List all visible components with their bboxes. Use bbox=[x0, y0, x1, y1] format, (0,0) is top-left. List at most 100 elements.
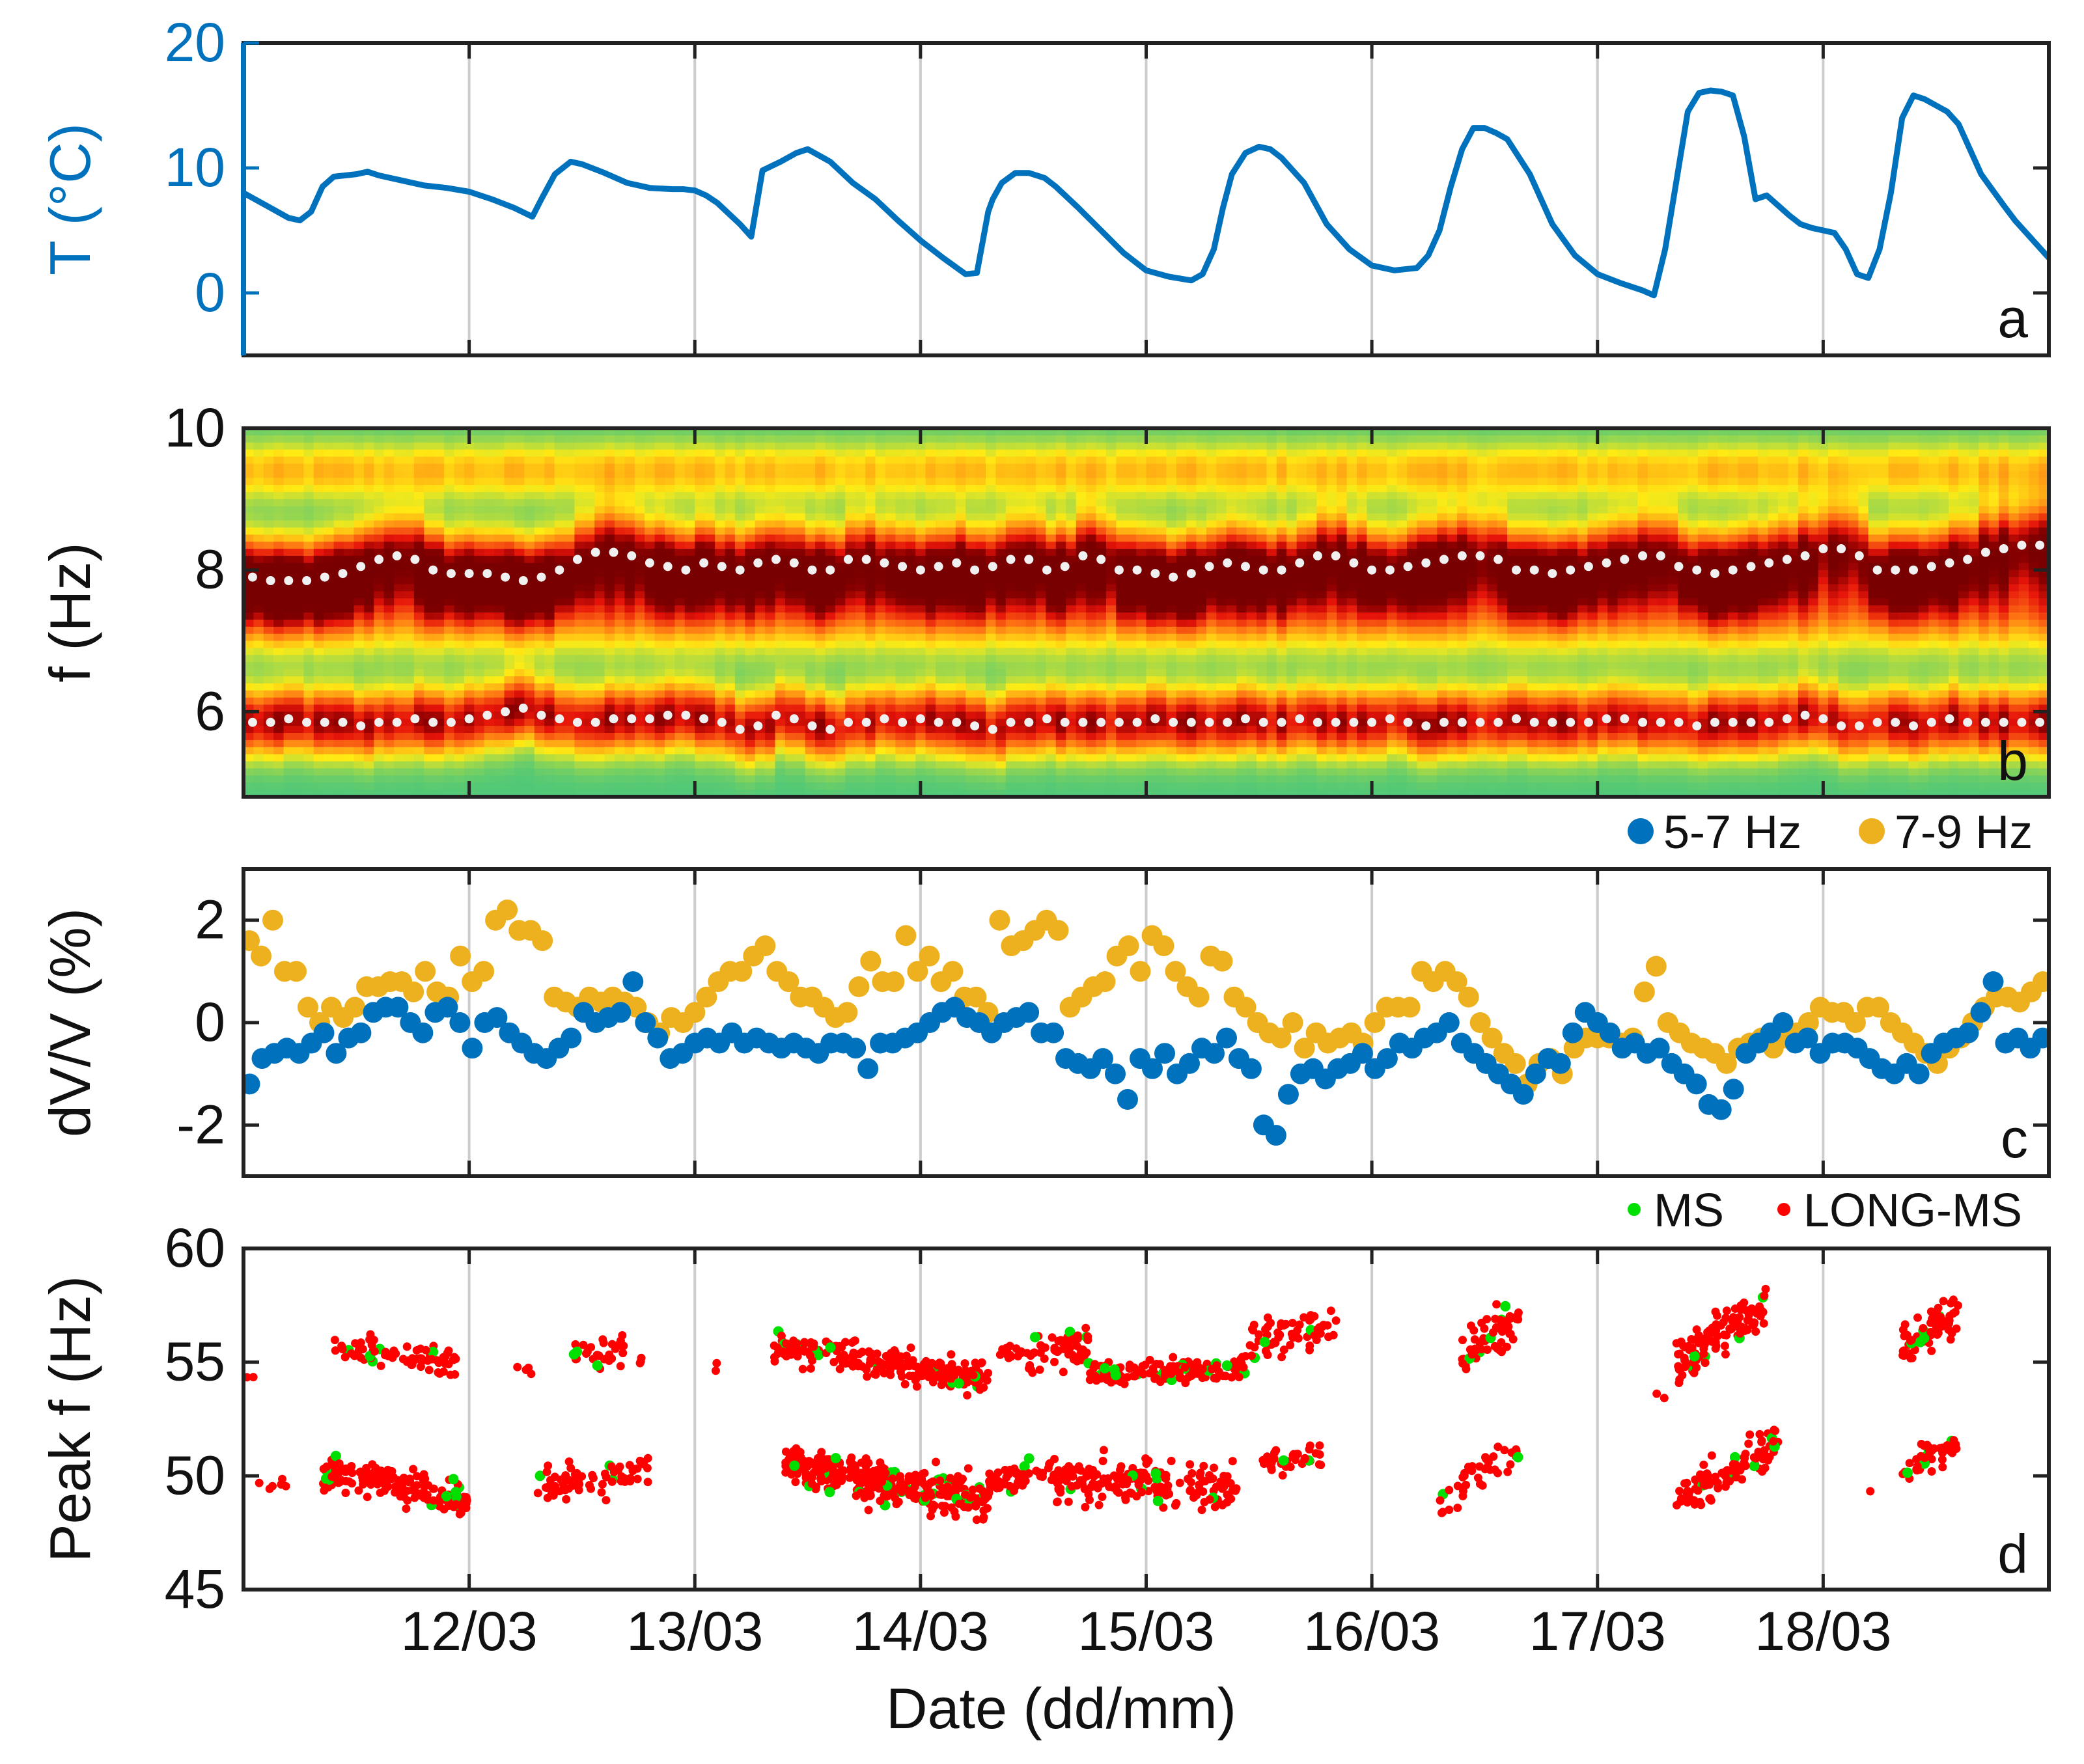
heatmap-cell bbox=[1046, 534, 1057, 543]
heatmap-cell bbox=[464, 605, 475, 613]
heatmap-cell bbox=[333, 676, 344, 684]
heatmap-cell bbox=[574, 478, 585, 486]
heatmap-cell bbox=[695, 570, 706, 578]
heatmap-cell bbox=[354, 775, 365, 784]
heatmap-cell bbox=[755, 549, 766, 557]
heatmap-cell bbox=[755, 513, 766, 521]
heatmap-cell bbox=[1146, 711, 1157, 720]
heatmap-cell bbox=[324, 726, 335, 734]
heatmap-cell bbox=[734, 449, 746, 458]
heatmap-cell bbox=[995, 513, 1007, 521]
heatmap-cell bbox=[845, 761, 856, 769]
heatmap-cell bbox=[1086, 626, 1097, 635]
heatmap-cell bbox=[394, 739, 405, 748]
heatmap-cell bbox=[734, 704, 746, 713]
heatmap-cell bbox=[674, 648, 686, 656]
heatmap-cell bbox=[454, 733, 465, 741]
heatmap-cell bbox=[324, 456, 335, 465]
heatmap-cell bbox=[695, 562, 706, 571]
heatmap-cell bbox=[1016, 697, 1027, 706]
heatmap-cell bbox=[1005, 485, 1017, 493]
heatmap-cell bbox=[1025, 641, 1036, 649]
heatmap-cell bbox=[745, 506, 756, 514]
heatmap-cell bbox=[494, 492, 505, 500]
heatmap-cell bbox=[604, 449, 615, 458]
heatmap-cell bbox=[624, 768, 635, 777]
heatmap-cell bbox=[905, 471, 917, 479]
heatmap-cell bbox=[775, 463, 786, 472]
heatmap-cell bbox=[564, 711, 576, 720]
heatmap-cell bbox=[975, 683, 986, 691]
heatmap-cell bbox=[394, 711, 405, 720]
heatmap-cell bbox=[966, 456, 977, 465]
heatmap-cell bbox=[915, 761, 926, 769]
heatmap-cell bbox=[584, 761, 596, 769]
heatmap-cell bbox=[1156, 485, 1167, 493]
heatmap-cell bbox=[674, 435, 686, 443]
heatmap-cell bbox=[875, 492, 886, 500]
heatmap-cell bbox=[684, 790, 696, 797]
heatmap-cell bbox=[534, 485, 546, 493]
heatmap-cell bbox=[734, 456, 746, 465]
heatmap-cell bbox=[725, 775, 736, 784]
heatmap-cell bbox=[615, 697, 626, 706]
heatmap-cell bbox=[915, 499, 926, 507]
heatmap-cell bbox=[674, 605, 686, 613]
heatmap-cell bbox=[454, 619, 465, 627]
heatmap-cell bbox=[835, 570, 846, 578]
heatmap-cell bbox=[383, 662, 395, 670]
heatmap-cell bbox=[303, 733, 314, 741]
heatmap-cell bbox=[895, 463, 906, 472]
heatmap-cell bbox=[394, 733, 405, 741]
heatmap-cell bbox=[1016, 435, 1027, 443]
heatmap-cell bbox=[333, 775, 344, 784]
heatmap-cell bbox=[564, 626, 576, 635]
heatmap-cell bbox=[695, 527, 706, 536]
heatmap-cell bbox=[554, 520, 565, 529]
heatmap-cell bbox=[324, 754, 335, 762]
heatmap-cell bbox=[775, 428, 786, 436]
heatmap-cell bbox=[624, 626, 635, 635]
heatmap-cell bbox=[725, 499, 736, 507]
heatmap-cell bbox=[344, 435, 355, 443]
heatmap-cell bbox=[704, 690, 716, 698]
heatmap-cell bbox=[895, 570, 906, 578]
heatmap-cell bbox=[1096, 478, 1107, 486]
heatmap-cell bbox=[1136, 428, 1147, 436]
heatmap-cell bbox=[805, 711, 816, 720]
heatmap-cell bbox=[1136, 591, 1147, 599]
heatmap-cell bbox=[765, 463, 776, 472]
heatmap-cell bbox=[333, 641, 344, 649]
heatmap-cell bbox=[1186, 739, 1197, 748]
heatmap-cell bbox=[955, 676, 967, 684]
heatmap-cell bbox=[574, 747, 585, 755]
heatmap-cell bbox=[895, 598, 906, 607]
heatmap-cell bbox=[684, 471, 696, 479]
heatmap-cell bbox=[905, 626, 917, 635]
heatmap-cell bbox=[634, 527, 646, 536]
heatmap-cell bbox=[855, 711, 867, 720]
heatmap-cell bbox=[333, 577, 344, 585]
heatmap-cell bbox=[704, 549, 716, 557]
heatmap-cell bbox=[1005, 605, 1017, 613]
heatmap-cell bbox=[715, 605, 726, 613]
heatmap-cell bbox=[534, 584, 546, 592]
heatmap-cell bbox=[1055, 739, 1067, 748]
heatmap-cell bbox=[574, 662, 585, 670]
heatmap-cell bbox=[1186, 577, 1197, 585]
heatmap-cell bbox=[283, 527, 294, 536]
heatmap-cell bbox=[404, 711, 415, 720]
heatmap-cell bbox=[745, 463, 756, 472]
heatmap-cell bbox=[333, 704, 344, 713]
heatmap-cell bbox=[544, 790, 555, 797]
heatmap-cell bbox=[273, 478, 285, 486]
heatmap-cell bbox=[544, 471, 555, 479]
heatmap-cell bbox=[253, 591, 264, 599]
heatmap-cell bbox=[1046, 520, 1057, 529]
heatmap-cell bbox=[945, 711, 956, 720]
heatmap-cell bbox=[755, 520, 766, 529]
heatmap-cell bbox=[424, 747, 435, 755]
heatmap-cell bbox=[263, 442, 275, 450]
heatmap-cell bbox=[1096, 449, 1107, 458]
heatmap-cell bbox=[354, 676, 365, 684]
